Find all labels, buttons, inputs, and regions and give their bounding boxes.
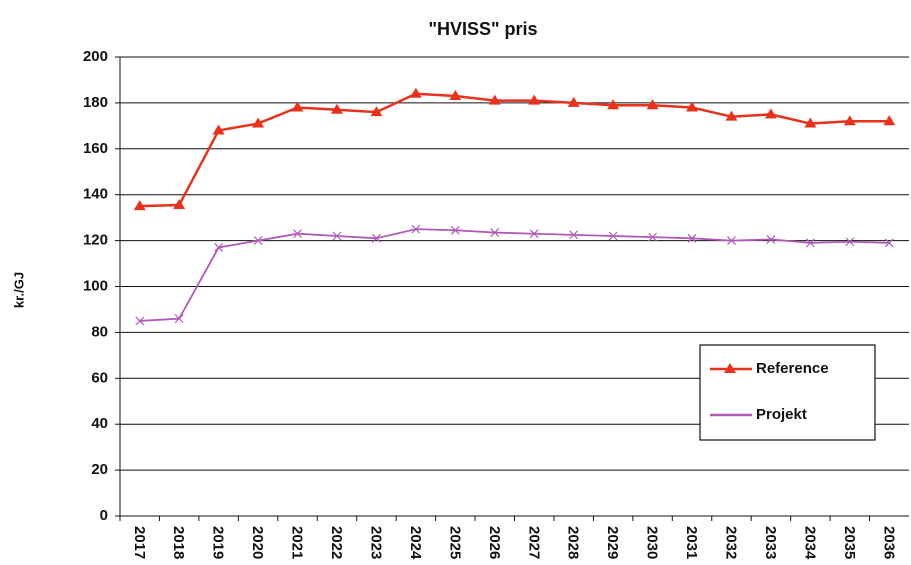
y-tick-label: 80 [91,323,108,340]
legend-label: Projekt [756,406,807,423]
point-marker [687,233,697,243]
point-marker [725,110,738,121]
point-marker [764,108,777,119]
point-marker [608,231,618,241]
x-tick-label: 2034 [801,526,818,560]
point-marker [884,238,894,248]
point-marker [648,232,657,242]
point-marker [843,115,856,126]
point-marker [214,243,224,252]
x-tick-label: 2022 [328,526,345,559]
point-marker [252,117,265,128]
point-marker [372,233,381,243]
x-tick-label: 2028 [565,526,582,559]
legend-marker [724,363,736,373]
point-marker [569,230,579,240]
y-tick-label: 20 [91,461,108,478]
series-line [139,92,890,208]
point-marker [411,224,421,234]
series-line [139,228,890,322]
x-tick-label: 2027 [525,526,542,559]
chart-title: "HVISS" pris [428,19,537,39]
y-tick-label: 140 [83,186,108,203]
x-tick-label: 2025 [446,526,463,559]
legend-box [699,344,876,441]
point-marker [883,115,896,126]
point-marker [173,199,186,210]
x-tick-label: 2021 [289,526,306,559]
point-marker [686,101,699,112]
point-marker [727,236,736,246]
point-marker [488,94,501,105]
x-tick-label: 2023 [367,526,384,559]
x-tick-label: 2032 [723,526,740,559]
x-tick-label: 2036 [880,526,897,559]
point-marker [253,236,263,246]
y-tick-label: 60 [91,369,108,386]
point-marker [330,103,343,114]
x-tick-label: 2017 [131,526,148,559]
y-tick-label: 40 [91,415,108,432]
x-tick-label: 2026 [486,526,503,559]
point-marker [212,124,225,135]
point-marker [529,229,539,239]
y-tick-label: 100 [83,277,108,294]
point-marker [646,99,659,110]
point-marker [174,314,184,324]
y-tick-label: 180 [83,94,108,111]
point-marker [135,316,145,326]
point-marker [370,106,383,117]
point-marker [409,87,422,98]
y-tick-label: 120 [83,232,108,249]
y-tick-label: 160 [83,140,108,157]
x-tick-label: 2018 [170,526,187,559]
point-marker [490,228,500,237]
point-marker [449,90,462,101]
y-tick-label: 0 [100,507,108,524]
point-marker [805,238,815,248]
x-tick-label: 2030 [644,526,661,559]
x-tick-label: 2019 [210,526,227,559]
x-tick-label: 2024 [407,526,424,560]
point-marker [567,96,580,107]
point-marker [845,237,855,247]
x-tick-label: 2035 [841,526,858,559]
point-marker [607,99,620,110]
legend-label: Reference [756,360,829,377]
point-marker [293,229,302,239]
x-tick-label: 2031 [683,526,700,559]
point-marker [332,231,342,241]
x-tick-label: 2033 [762,526,779,559]
point-marker [450,225,460,235]
point-marker [804,117,817,128]
y-tick-label: 200 [83,48,108,65]
x-tick-label: 2020 [249,526,266,559]
point-marker [766,235,776,244]
y-axis-label: kr./GJ [11,272,26,308]
point-marker [528,94,541,105]
x-tick-label: 2029 [604,526,621,559]
point-marker [133,200,146,211]
point-marker [291,101,304,112]
